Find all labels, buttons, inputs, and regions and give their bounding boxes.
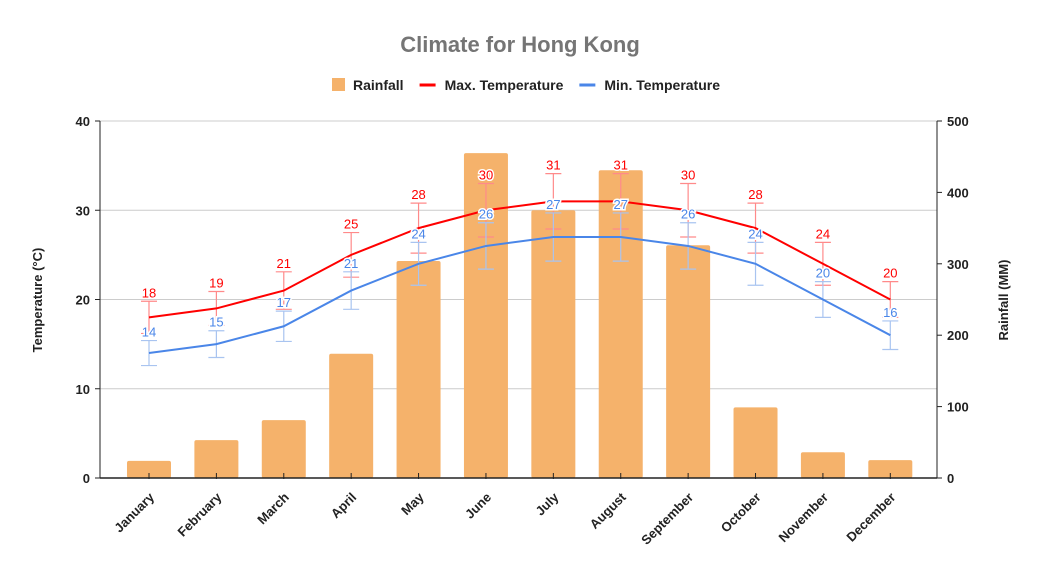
rainfall-bar bbox=[329, 353, 374, 478]
data-label: 19 bbox=[209, 275, 223, 290]
data-label: 28 bbox=[748, 187, 762, 202]
x-tick-label: September bbox=[638, 490, 696, 548]
chart-title: Climate for Hong Kong bbox=[400, 32, 640, 57]
data-label: 28 bbox=[411, 187, 425, 202]
data-label: 31 bbox=[614, 158, 628, 173]
data-label: 27 bbox=[614, 197, 628, 212]
rainfall-bar bbox=[733, 407, 778, 478]
right-tick-label: 300 bbox=[947, 257, 969, 272]
x-tick-label: December bbox=[843, 490, 898, 545]
x-tick-label: June bbox=[462, 490, 494, 522]
legend-item: Max. Temperature bbox=[445, 77, 564, 93]
data-label: 24 bbox=[748, 226, 762, 241]
max-temperature-line bbox=[148, 200, 891, 319]
legend-swatch-rainfall bbox=[332, 78, 345, 91]
right-tick-label: 500 bbox=[947, 114, 969, 129]
x-tick-label: January bbox=[111, 489, 157, 535]
rainfall-bar bbox=[194, 440, 239, 478]
left-tick-label: 30 bbox=[76, 203, 90, 218]
data-label: 26 bbox=[479, 207, 493, 222]
data-label: 30 bbox=[479, 167, 493, 182]
legend-item: Rainfall bbox=[353, 77, 404, 93]
rainfall-bar bbox=[666, 245, 711, 478]
right-axis-label: Rainfall (MM) bbox=[996, 260, 1011, 341]
right-tick-label: 0 bbox=[947, 471, 954, 486]
rainfall-bar bbox=[463, 153, 508, 478]
data-label: 17 bbox=[277, 295, 291, 310]
data-label: 30 bbox=[681, 167, 695, 182]
data-label: 20 bbox=[883, 266, 897, 281]
rainfall-bar bbox=[261, 420, 306, 478]
data-label: 24 bbox=[411, 226, 425, 241]
x-tick-label: March bbox=[254, 489, 292, 527]
data-label: 15 bbox=[209, 315, 223, 330]
rainfall-bar bbox=[126, 460, 171, 478]
rainfall-bar bbox=[531, 210, 576, 478]
data-label: 24 bbox=[816, 226, 830, 241]
left-tick-label: 20 bbox=[76, 293, 90, 308]
right-tick-label: 400 bbox=[947, 185, 969, 200]
x-tick-label: July bbox=[532, 489, 562, 519]
rainfall-bar bbox=[598, 170, 643, 479]
data-label: 14 bbox=[142, 325, 156, 340]
x-tick-label: August bbox=[587, 489, 630, 532]
data-label: 26 bbox=[681, 207, 695, 222]
rainfall-bar bbox=[868, 460, 913, 478]
rainfall-bar bbox=[396, 260, 441, 478]
x-tick-label: April bbox=[328, 490, 360, 522]
min-temperature-line bbox=[148, 236, 891, 355]
legend-item: Min. Temperature bbox=[604, 77, 720, 93]
data-label: 18 bbox=[142, 285, 156, 300]
left-tick-label: 10 bbox=[76, 382, 90, 397]
data-label: 21 bbox=[344, 256, 358, 271]
x-tick-label: October bbox=[718, 490, 764, 536]
left-axis-label: Temperature (°C) bbox=[30, 248, 45, 353]
data-label: 20 bbox=[816, 266, 830, 281]
data-label: 27 bbox=[546, 197, 560, 212]
left-tick-label: 40 bbox=[76, 114, 90, 129]
data-label: 25 bbox=[344, 217, 358, 232]
x-tick-label: May bbox=[398, 489, 427, 518]
data-label: 16 bbox=[883, 305, 897, 320]
left-tick-label: 0 bbox=[83, 471, 90, 486]
data-label: 31 bbox=[546, 158, 560, 173]
right-tick-label: 100 bbox=[947, 400, 969, 415]
right-tick-label: 200 bbox=[947, 328, 969, 343]
data-label: 21 bbox=[277, 256, 291, 271]
x-tick-label: February bbox=[175, 489, 225, 539]
rainfall-bar bbox=[800, 452, 845, 478]
x-tick-label: November bbox=[775, 490, 831, 546]
